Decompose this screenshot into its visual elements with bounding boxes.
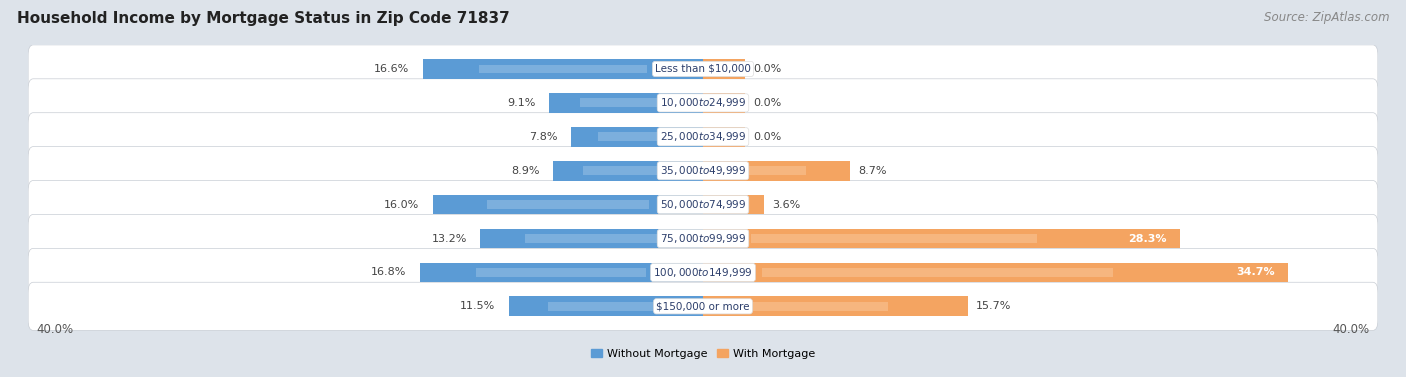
Bar (481, 229, 703, 248)
Legend: Without Mortgage, With Mortgage: Without Mortgage, With Mortgage (586, 345, 820, 363)
Bar (703, 161, 849, 181)
Text: $100,000 to $149,999: $100,000 to $149,999 (654, 266, 752, 279)
Text: 16.0%: 16.0% (384, 199, 419, 210)
Bar (581, 98, 672, 107)
Text: $50,000 to $74,999: $50,000 to $74,999 (659, 198, 747, 211)
Bar (703, 195, 763, 215)
Bar (751, 234, 1038, 243)
Text: 3.6%: 3.6% (772, 199, 800, 210)
Text: $35,000 to $49,999: $35,000 to $49,999 (659, 164, 747, 177)
Text: 40.0%: 40.0% (37, 323, 73, 336)
Bar (550, 93, 703, 113)
Text: 34.7%: 34.7% (1236, 267, 1275, 277)
Bar (703, 296, 967, 316)
Bar (509, 296, 703, 316)
Bar (486, 200, 650, 209)
Text: 9.1%: 9.1% (508, 98, 536, 108)
FancyBboxPatch shape (28, 147, 1378, 195)
Text: 0.0%: 0.0% (754, 64, 782, 74)
Text: $25,000 to $34,999: $25,000 to $34,999 (659, 130, 747, 143)
Text: 8.7%: 8.7% (858, 166, 887, 176)
Text: 7.8%: 7.8% (530, 132, 558, 142)
Text: 15.7%: 15.7% (976, 301, 1012, 311)
Bar (477, 268, 647, 277)
Text: 13.2%: 13.2% (432, 233, 467, 244)
Text: $75,000 to $99,999: $75,000 to $99,999 (659, 232, 747, 245)
FancyBboxPatch shape (28, 113, 1378, 161)
Bar (419, 263, 703, 282)
Text: $150,000 or more: $150,000 or more (657, 301, 749, 311)
FancyBboxPatch shape (28, 181, 1378, 229)
FancyBboxPatch shape (28, 282, 1378, 330)
Text: Source: ZipAtlas.com: Source: ZipAtlas.com (1264, 11, 1389, 24)
Bar (707, 98, 733, 107)
FancyBboxPatch shape (28, 248, 1378, 296)
Bar (707, 64, 733, 74)
FancyBboxPatch shape (28, 79, 1378, 127)
Bar (703, 59, 745, 79)
Text: 11.5%: 11.5% (460, 301, 495, 311)
Bar (703, 93, 745, 113)
Text: 16.6%: 16.6% (374, 64, 409, 74)
Bar (598, 132, 676, 141)
Bar (524, 234, 658, 243)
Bar (707, 132, 733, 141)
Bar (433, 195, 703, 215)
Bar (571, 127, 703, 147)
Text: 0.0%: 0.0% (754, 132, 782, 142)
Bar (423, 59, 703, 79)
Text: $10,000 to $24,999: $10,000 to $24,999 (659, 97, 747, 109)
Bar (703, 263, 1288, 282)
Text: Less than $10,000: Less than $10,000 (655, 64, 751, 74)
Bar (548, 302, 664, 311)
Bar (703, 127, 745, 147)
Text: 0.0%: 0.0% (754, 98, 782, 108)
Bar (703, 229, 1181, 248)
Text: 16.8%: 16.8% (371, 267, 406, 277)
Text: 8.9%: 8.9% (510, 166, 540, 176)
Bar (762, 268, 1112, 277)
Bar (717, 166, 806, 175)
FancyBboxPatch shape (28, 215, 1378, 263)
Text: 28.3%: 28.3% (1129, 233, 1167, 244)
Bar (479, 64, 647, 74)
Text: Household Income by Mortgage Status in Zip Code 71837: Household Income by Mortgage Status in Z… (17, 11, 509, 26)
FancyBboxPatch shape (28, 45, 1378, 93)
Bar (553, 161, 703, 181)
Text: 40.0%: 40.0% (1333, 323, 1369, 336)
Bar (709, 200, 745, 209)
Bar (583, 166, 673, 175)
Bar (730, 302, 889, 311)
